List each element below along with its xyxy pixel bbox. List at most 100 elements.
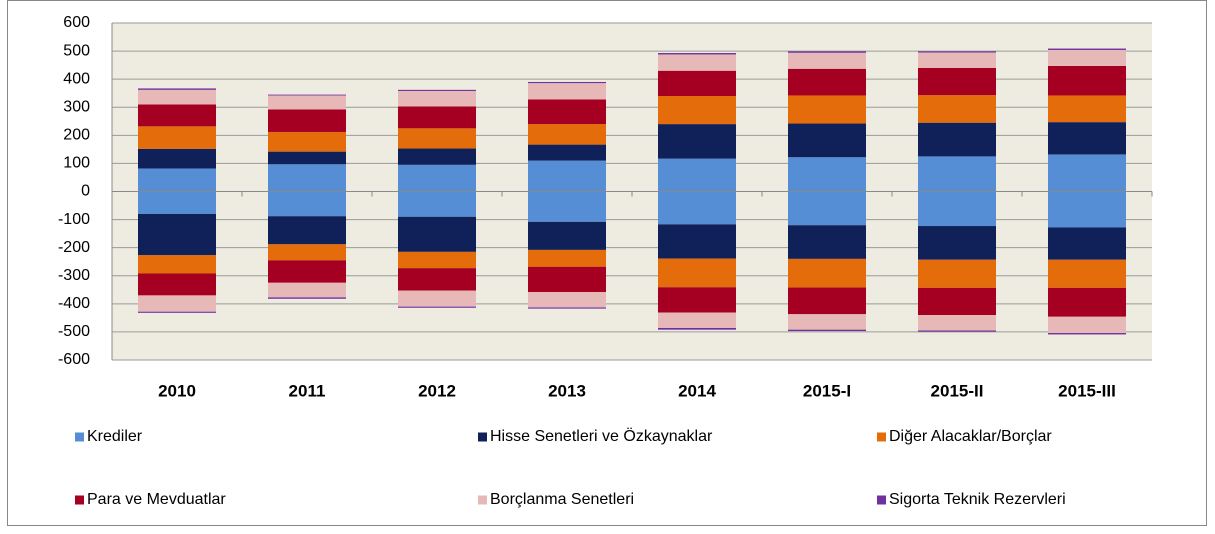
x-tick-label: 2015-I xyxy=(803,381,851,400)
bar-segment xyxy=(528,81,606,84)
bar-segment xyxy=(528,307,606,309)
bar-segment xyxy=(138,88,216,90)
bar-segment xyxy=(918,156,996,192)
y-tick-label: -500 xyxy=(58,323,90,340)
bar-segment xyxy=(658,124,736,159)
bar-segment xyxy=(268,216,346,245)
bar-segment xyxy=(398,128,476,149)
bar-segment xyxy=(268,151,346,165)
bar-segment xyxy=(268,191,346,217)
x-tick-label: 2010 xyxy=(158,381,196,400)
bar-segment xyxy=(658,287,736,313)
y-tick-label: 100 xyxy=(63,155,90,172)
bar-segment xyxy=(268,109,346,132)
bar-segment xyxy=(1048,333,1126,335)
bar-segment xyxy=(1048,122,1126,155)
bar-segment xyxy=(658,191,736,225)
bar-segment xyxy=(788,329,866,332)
x-tick-label: 2015-III xyxy=(1058,381,1116,400)
bar-segment xyxy=(528,266,606,293)
bar-segment xyxy=(658,53,736,55)
bar-segment xyxy=(268,297,346,299)
bar-segment xyxy=(1048,49,1126,66)
legend-swatch xyxy=(75,495,84,505)
bar-segment xyxy=(268,282,346,298)
legend-label: Hisse Senetleri ve Özkaynaklar xyxy=(490,427,713,445)
bar-segment xyxy=(398,290,476,307)
bar-segment xyxy=(1048,154,1126,192)
bar-segment xyxy=(138,311,216,313)
y-tick-label: 200 xyxy=(63,127,90,144)
bar-segment xyxy=(918,95,996,123)
bar-segment xyxy=(1048,191,1126,228)
bar-segment xyxy=(398,191,476,217)
bar-segment xyxy=(658,312,736,328)
bar-segment xyxy=(138,213,216,256)
bar-segment xyxy=(268,131,346,152)
bar-segment xyxy=(528,249,606,267)
bar-segment xyxy=(788,191,866,226)
bar-segment xyxy=(398,89,476,91)
bar-segment xyxy=(658,158,736,192)
x-tick-label: 2015-II xyxy=(931,381,984,400)
bar-segment xyxy=(138,273,216,296)
legend-swatch xyxy=(478,432,487,442)
bar-segment xyxy=(788,123,866,158)
bar-segment xyxy=(1048,48,1126,50)
bar-segment xyxy=(138,148,216,169)
y-tick-label: 400 xyxy=(63,70,90,87)
y-tick-label: -400 xyxy=(58,295,90,312)
bar-segment xyxy=(138,126,216,149)
legend-swatch xyxy=(877,432,886,442)
bar-segment xyxy=(398,216,476,252)
bar-segment xyxy=(528,124,606,145)
bar-segment xyxy=(138,255,216,274)
bar-segment xyxy=(1048,316,1126,334)
bar-segment xyxy=(138,168,216,192)
y-tick-label: 0 xyxy=(81,183,90,200)
bar-segment xyxy=(918,315,996,331)
bar-segment xyxy=(658,224,736,259)
bar-segment xyxy=(268,164,346,192)
legend-swatch xyxy=(877,495,886,505)
bar-segment xyxy=(268,95,346,110)
bar-segment xyxy=(528,191,606,222)
bar-segment xyxy=(788,225,866,259)
bar-segment xyxy=(918,51,996,53)
bar-segment xyxy=(788,52,866,69)
bar-segment xyxy=(658,96,736,125)
y-tick-label: -600 xyxy=(58,351,90,368)
bar-segment xyxy=(528,160,606,192)
bar-segment xyxy=(138,104,216,127)
bar-segment xyxy=(788,258,866,288)
bar-segment xyxy=(268,244,346,261)
bar-segment xyxy=(918,259,996,288)
bar-segment xyxy=(528,221,606,250)
bar-segment xyxy=(528,144,606,161)
legend-swatch xyxy=(75,432,84,442)
x-tick-label: 2011 xyxy=(289,381,326,400)
legend-label: Krediler xyxy=(87,428,143,445)
bar-segment xyxy=(918,191,996,227)
bar-segment xyxy=(398,90,476,107)
bar-segment xyxy=(398,306,476,308)
bar-segment xyxy=(1048,65,1126,96)
bar-segment xyxy=(1048,259,1126,288)
bar-segment xyxy=(918,330,996,332)
y-tick-label: -200 xyxy=(58,239,90,256)
x-tick-label: 2014 xyxy=(678,381,716,400)
y-tick-label: -100 xyxy=(58,211,90,228)
y-tick-label: 300 xyxy=(63,98,90,115)
bar-segment xyxy=(528,292,606,308)
bar-segment xyxy=(138,89,216,105)
x-tick-label: 2013 xyxy=(548,381,586,400)
y-tick-label: 600 xyxy=(63,14,90,31)
bar-segment xyxy=(788,314,866,330)
bar-segment xyxy=(1048,227,1126,260)
bar-segment xyxy=(918,52,996,68)
bar-segment xyxy=(1048,95,1126,123)
bar-segment xyxy=(788,287,866,315)
bar-segment xyxy=(398,148,476,165)
bar-segment xyxy=(788,51,866,53)
